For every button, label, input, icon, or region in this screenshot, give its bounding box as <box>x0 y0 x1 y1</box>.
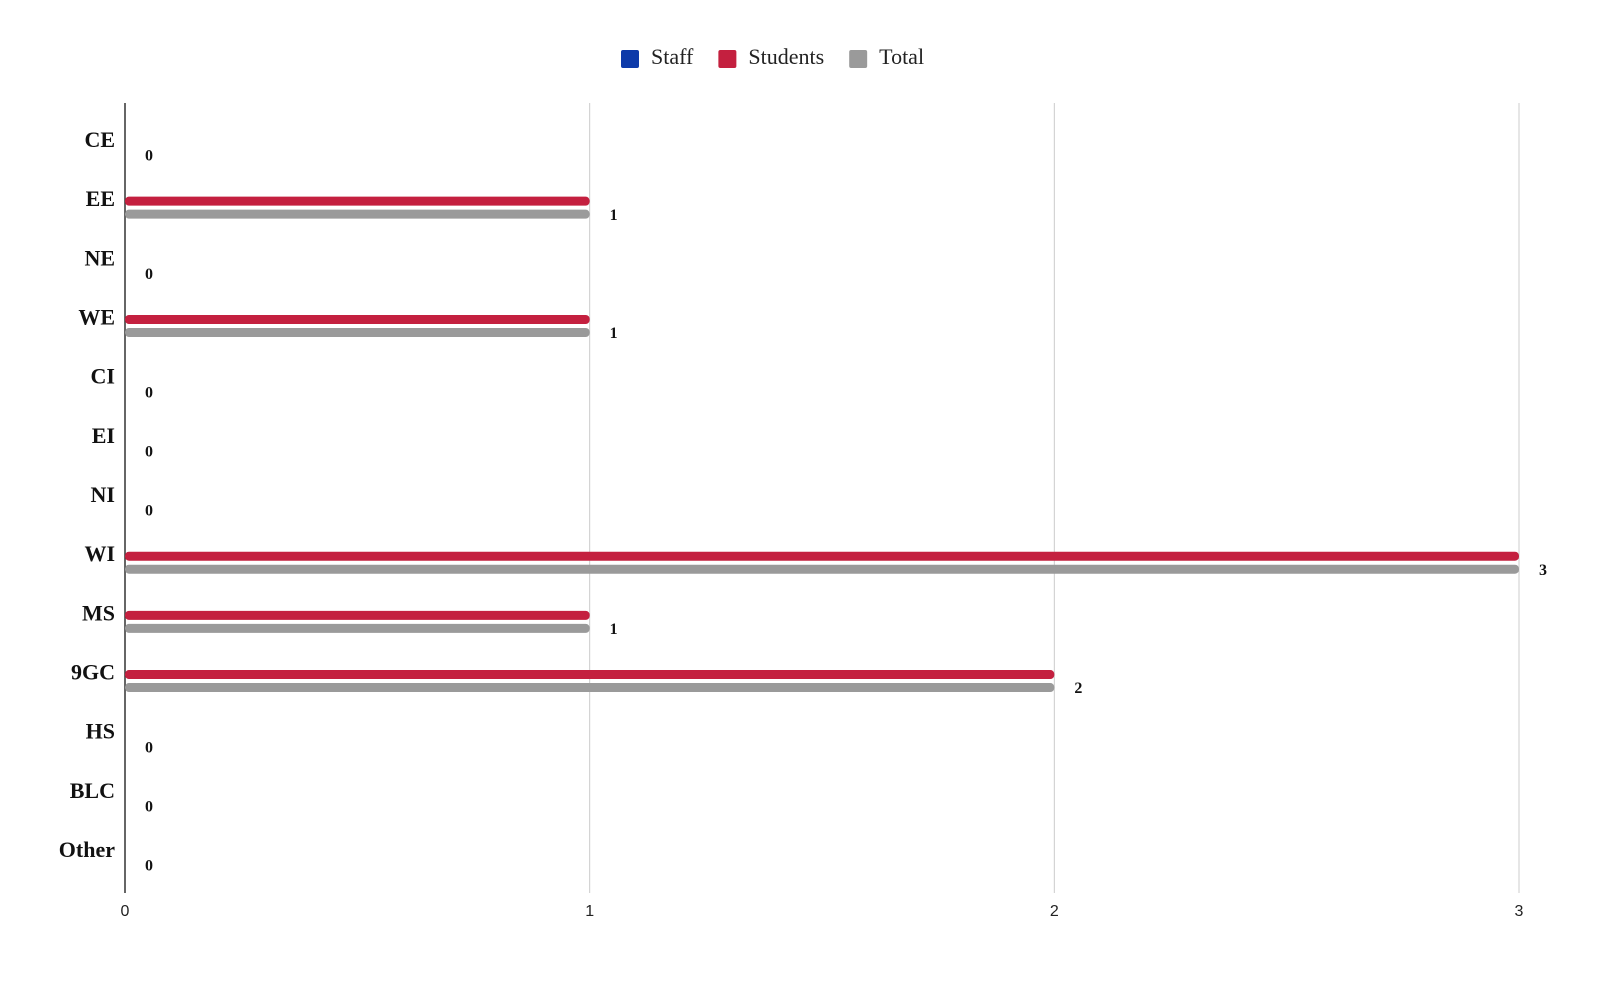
y-tick-label: NI <box>91 482 115 507</box>
data-label: 0 <box>145 444 153 461</box>
data-label: 1 <box>610 325 618 342</box>
x-tick-label: 0 <box>121 903 130 920</box>
data-label: 0 <box>145 503 153 520</box>
bar <box>125 551 1519 561</box>
x-tick-label: 2 <box>1050 903 1059 920</box>
legend-swatch <box>621 50 639 68</box>
bar <box>125 683 1055 693</box>
y-tick-label: NE <box>84 245 115 270</box>
x-tick-label: 1 <box>585 903 594 920</box>
bar <box>125 610 590 620</box>
legend-label: Staff <box>651 44 694 69</box>
y-tick-label: CI <box>91 364 115 389</box>
bar <box>125 196 590 206</box>
y-tick-label: WI <box>84 541 115 566</box>
x-tick-label: 3 <box>1515 903 1524 920</box>
y-tick-label: BLC <box>70 778 115 803</box>
y-tick-label: MS <box>82 600 115 625</box>
data-label: 0 <box>145 266 153 283</box>
y-tick-label: EI <box>92 423 115 448</box>
legend-swatch <box>718 50 737 68</box>
y-tick-label: Other <box>59 837 115 862</box>
bar <box>125 328 590 338</box>
data-label: 0 <box>145 148 153 165</box>
y-tick-label: HS <box>86 719 115 744</box>
data-label: 1 <box>610 621 618 638</box>
legend-label: Total <box>879 44 924 69</box>
data-label: 0 <box>145 799 153 816</box>
y-tick-label: CE <box>84 127 115 152</box>
y-tick-label: 9GC <box>71 660 115 685</box>
data-label: 1 <box>610 207 618 224</box>
bar <box>125 623 590 633</box>
data-label: 0 <box>145 384 153 401</box>
legend-swatch <box>849 50 868 68</box>
bar <box>125 564 1519 574</box>
y-tick-label: EE <box>86 186 115 211</box>
y-tick-label: WE <box>78 305 115 330</box>
legend-label: Students <box>748 44 824 69</box>
bar <box>125 209 590 219</box>
data-label: 3 <box>1539 562 1547 579</box>
data-label: 0 <box>145 739 153 756</box>
data-label: 0 <box>145 858 153 875</box>
bar <box>125 315 590 325</box>
bar <box>125 670 1055 680</box>
data-label: 2 <box>1074 680 1082 697</box>
